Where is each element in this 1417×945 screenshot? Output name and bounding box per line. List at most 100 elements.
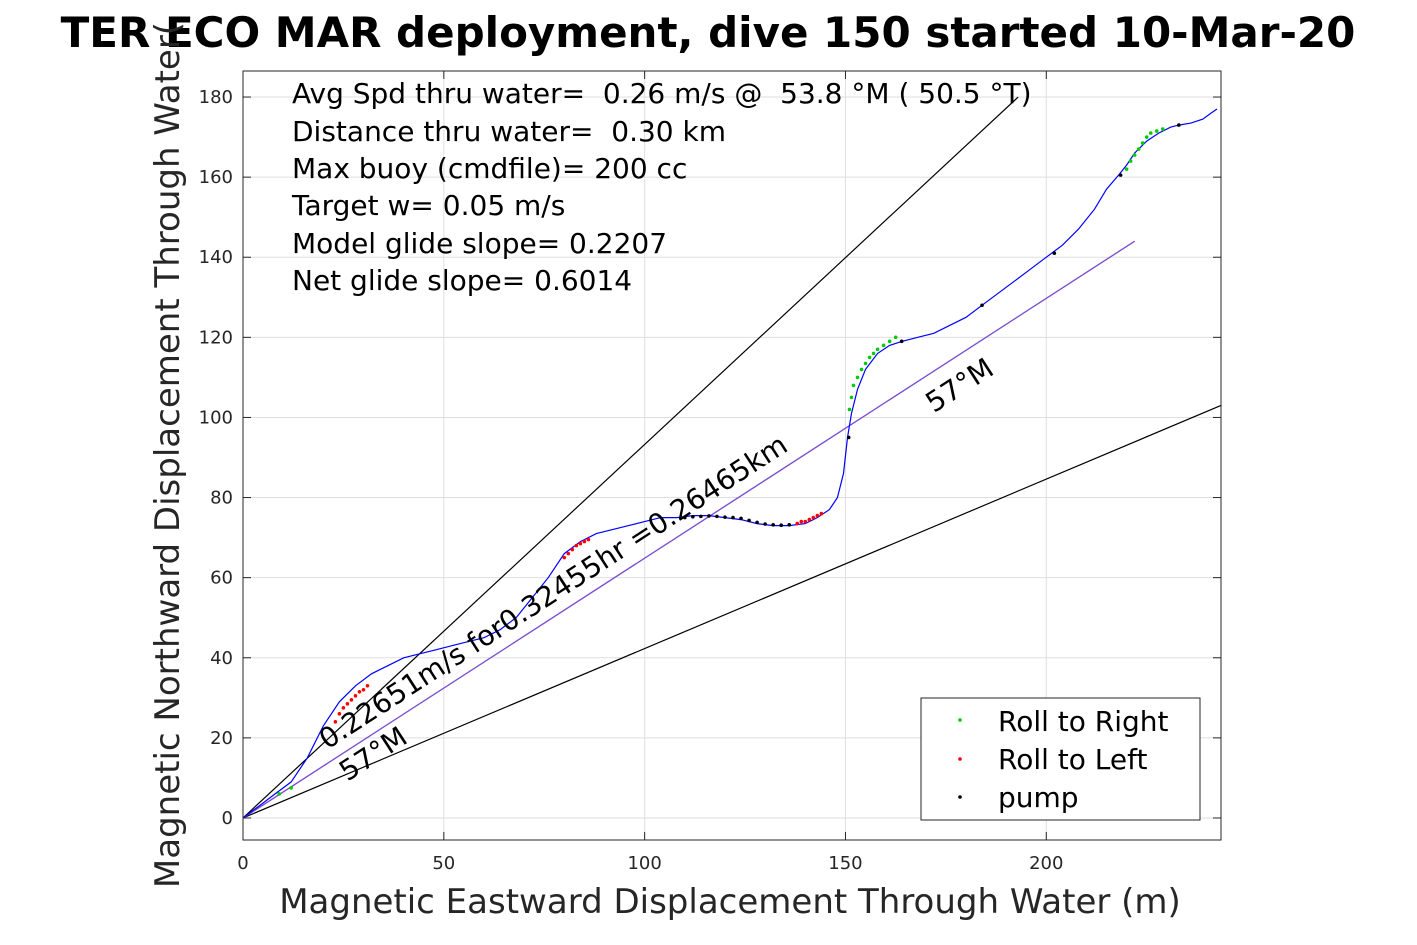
roll-right-point bbox=[1160, 127, 1165, 131]
chart-title: TER ECO MAR deployment, dive 150 started… bbox=[61, 8, 1356, 57]
reference-line-heading-b bbox=[242, 240, 1135, 819]
roll-right-point bbox=[847, 407, 852, 412]
roll-left-point bbox=[337, 712, 342, 716]
roll-right-point bbox=[881, 343, 886, 348]
x-tick-label: 200 bbox=[1029, 853, 1063, 874]
roll-left-point bbox=[361, 688, 366, 692]
pump-point bbox=[707, 514, 711, 518]
roll-left-point bbox=[582, 539, 587, 544]
reference-line-upper bbox=[242, 96, 1019, 819]
pump-point bbox=[715, 514, 719, 519]
roll-right-point bbox=[1144, 135, 1149, 139]
ticks: 0 50 100 150 200 0 20 40 60 80 100 120 140 160 180 bbox=[199, 71, 1221, 874]
annotation-model-glide: Model glide slope= 0.2207 bbox=[292, 227, 667, 260]
roll-left-point bbox=[807, 517, 812, 522]
roll-right-point bbox=[887, 339, 892, 344]
pump-point bbox=[755, 520, 759, 525]
y-tick-label: 0 bbox=[222, 808, 233, 829]
roll-right-point bbox=[855, 375, 860, 380]
roll-left-point bbox=[353, 694, 358, 698]
annotation-max-buoy: Max buoy (cmdfile)= 200 cc bbox=[292, 152, 687, 185]
y-tick-label: 120 bbox=[199, 327, 233, 348]
pump-point bbox=[739, 516, 743, 521]
y-tick-label: 20 bbox=[210, 728, 233, 749]
legend: Roll to Right Roll to Left pump bbox=[920, 697, 1201, 821]
roll-right-point bbox=[1124, 167, 1129, 171]
roll-left-point bbox=[803, 519, 808, 524]
roll-left-point bbox=[566, 551, 571, 556]
annotation-distance: Distance thru water= 0.30 km bbox=[292, 115, 726, 148]
roll-left-point bbox=[574, 543, 579, 548]
y-tick-label: 80 bbox=[210, 488, 233, 509]
track-line bbox=[242, 108, 1218, 819]
pump-point bbox=[747, 518, 751, 523]
pump-point bbox=[699, 514, 703, 519]
pump-point bbox=[1052, 251, 1057, 256]
legend-marker-roll-right bbox=[958, 718, 962, 722]
roll-right-point bbox=[867, 355, 872, 360]
roll-left-point bbox=[365, 683, 370, 688]
pump-point bbox=[779, 523, 784, 527]
y-tick-label: 100 bbox=[199, 407, 233, 428]
roll-right-point bbox=[851, 383, 856, 388]
roll-right-point bbox=[1136, 147, 1141, 151]
pump-point bbox=[763, 522, 767, 526]
roll-left-point bbox=[562, 555, 567, 560]
pump-point bbox=[787, 522, 792, 527]
roll-right-point bbox=[859, 367, 864, 372]
reference-line-lower bbox=[242, 404, 1222, 819]
plot-frame bbox=[242, 70, 1222, 841]
pump-point bbox=[683, 515, 687, 520]
roll-left-point bbox=[795, 521, 800, 526]
roll-left-point bbox=[357, 690, 362, 694]
roll-left-point bbox=[345, 702, 350, 706]
pump-point bbox=[846, 435, 851, 440]
x-tick-label: 50 bbox=[432, 853, 455, 874]
x-tick-label: 150 bbox=[828, 853, 862, 874]
annotation-net-glide: Net glide slope= 0.6014 bbox=[292, 264, 632, 297]
annotation-target-w: Target w= 0.05 m/s bbox=[291, 189, 565, 222]
roll-left-point bbox=[815, 513, 820, 518]
roll-right-point bbox=[289, 786, 293, 790]
roll-right-point bbox=[1128, 159, 1133, 163]
roll-left-point bbox=[586, 537, 591, 542]
roll-left-point bbox=[578, 541, 583, 546]
pump-point bbox=[1177, 123, 1181, 127]
pump-point bbox=[691, 514, 695, 519]
annotation-avg-speed: Avg Spd thru water= 0.26 m/s @ 53.8 °M (… bbox=[292, 77, 1032, 110]
track-lines bbox=[242, 108, 1218, 819]
roll-right-point bbox=[871, 351, 876, 356]
roll-right-point bbox=[893, 335, 898, 340]
roll-left-point bbox=[799, 519, 804, 524]
pump-point bbox=[980, 303, 984, 308]
roll-left-point bbox=[333, 720, 338, 724]
roll-left-point bbox=[570, 547, 575, 552]
pump-point bbox=[771, 522, 775, 527]
markers bbox=[277, 123, 1181, 796]
roll-right-point bbox=[1154, 129, 1159, 133]
y-axis-label: Magnetic Northward Displacement Through … bbox=[148, 22, 188, 888]
annotations: Avg Spd thru water= 0.26 m/s @ 53.8 °M (… bbox=[291, 77, 1032, 297]
legend-marker-pump bbox=[958, 795, 962, 799]
y-tick-label: 40 bbox=[210, 648, 233, 669]
roll-right-point bbox=[1148, 131, 1153, 135]
legend-label-roll-right: Roll to Right bbox=[998, 705, 1169, 738]
roll-right-point bbox=[277, 792, 281, 796]
y-tick-label: 140 bbox=[199, 247, 233, 268]
roll-left-point bbox=[349, 698, 354, 702]
roll-left-point bbox=[811, 515, 816, 520]
roll-right-point bbox=[863, 361, 868, 366]
roll-left-point bbox=[819, 511, 824, 516]
pump-point bbox=[1118, 173, 1123, 177]
legend-box bbox=[920, 697, 1201, 821]
legend-marker-roll-left bbox=[958, 757, 962, 761]
y-tick-label: 60 bbox=[210, 568, 233, 589]
pump-point bbox=[723, 515, 727, 519]
x-axis-label: Magnetic Eastward Displacement Through W… bbox=[279, 882, 1181, 922]
roll-left-point bbox=[341, 706, 346, 710]
reference-lines bbox=[242, 96, 1222, 819]
roll-right-point bbox=[875, 347, 880, 352]
roll-right-point bbox=[1132, 153, 1137, 157]
x-tick-label: 100 bbox=[627, 853, 661, 874]
